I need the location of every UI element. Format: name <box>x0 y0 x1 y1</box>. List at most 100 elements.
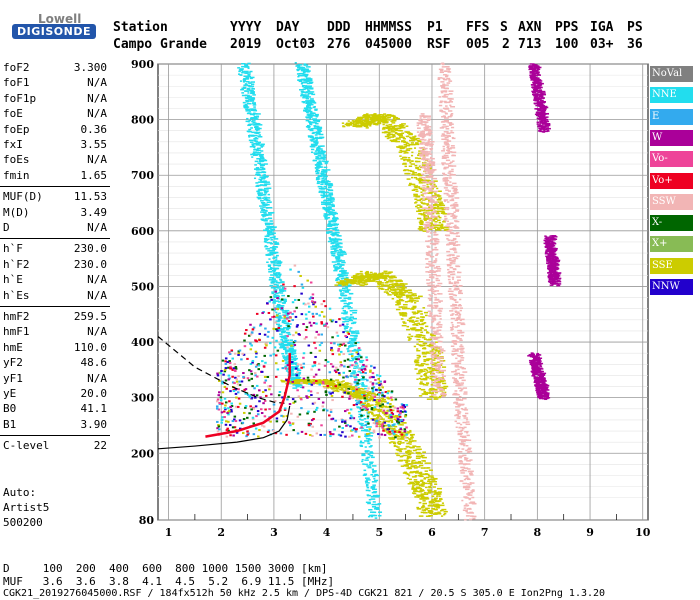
echo-point <box>386 137 390 140</box>
echo-point <box>352 125 357 128</box>
echo-point <box>340 250 343 252</box>
echo-point <box>383 270 388 273</box>
echo-point <box>438 396 441 399</box>
echo-point <box>452 341 455 344</box>
echo-point <box>425 129 429 132</box>
echo-point <box>281 298 287 301</box>
echo-point <box>361 121 365 124</box>
echo-point <box>342 284 348 286</box>
echo-point <box>411 321 416 323</box>
echo-point <box>362 275 367 278</box>
echo-point <box>394 285 400 287</box>
echo-point <box>357 397 362 400</box>
echo-point <box>315 142 319 144</box>
echo-point <box>324 183 329 186</box>
echo-point <box>403 322 407 324</box>
echo-point <box>404 151 408 153</box>
echo-point <box>246 88 251 90</box>
echo-point <box>431 209 434 211</box>
echo-point <box>429 227 434 229</box>
echo-point <box>442 178 446 180</box>
echo-point <box>292 351 297 353</box>
echo-point <box>454 365 459 368</box>
echo-point <box>469 474 474 476</box>
echo-point <box>457 387 462 389</box>
echo-point <box>451 273 456 275</box>
echo-point <box>323 191 329 193</box>
echo-point <box>274 274 279 277</box>
echo-point <box>365 435 368 438</box>
echo-point <box>422 156 426 159</box>
echo-point <box>427 176 431 179</box>
echo-point <box>453 393 459 395</box>
echo-point <box>338 259 343 262</box>
echo-point <box>337 262 340 265</box>
echo-point <box>433 490 437 492</box>
echo-point <box>344 311 349 313</box>
echo-point <box>458 377 462 379</box>
echo-point <box>321 179 325 181</box>
echo-point <box>400 465 405 467</box>
echo-point <box>431 495 435 497</box>
echo-point <box>257 189 263 192</box>
echo-point <box>460 429 464 432</box>
echo-point <box>449 248 455 251</box>
echo-point <box>459 366 463 368</box>
echo-point <box>448 90 454 92</box>
echo-point <box>455 413 460 416</box>
echo-point <box>416 195 421 197</box>
echo-point <box>448 226 453 229</box>
echo-point <box>416 486 421 488</box>
echo-point <box>433 231 437 234</box>
echo-point <box>447 122 453 124</box>
echo-point <box>442 221 446 223</box>
echo-point <box>342 318 348 320</box>
echo-point <box>425 181 430 184</box>
echo-point <box>402 442 405 444</box>
echo-point <box>303 381 307 384</box>
echo-point <box>322 173 327 175</box>
echo-point <box>304 87 309 90</box>
echo-point <box>381 131 386 134</box>
echo-point <box>411 151 414 154</box>
echo-point <box>331 385 336 388</box>
echo-point <box>338 248 342 251</box>
echo-point <box>354 330 360 332</box>
echo-point <box>408 441 412 443</box>
echo-point <box>289 363 294 365</box>
echo-point <box>242 101 246 104</box>
echo-point <box>424 154 428 156</box>
echo-point <box>423 134 428 136</box>
echo-point <box>288 382 292 385</box>
echo-point <box>260 143 265 146</box>
echo-point <box>270 287 276 289</box>
echo-point <box>381 398 386 401</box>
echo-point <box>255 169 259 171</box>
echo-point <box>284 314 289 317</box>
echo-point <box>456 337 459 340</box>
echo-point <box>435 350 438 352</box>
echo-point <box>266 207 269 209</box>
echo-point <box>332 382 336 385</box>
echo-point <box>248 85 252 87</box>
echo-point <box>422 184 426 187</box>
echo-point <box>396 454 401 457</box>
param-name: h`Es <box>3 288 30 302</box>
echo-point <box>321 190 325 193</box>
echo-point <box>402 162 407 165</box>
echo-point <box>447 172 451 174</box>
echo-point <box>382 420 386 423</box>
echo-point <box>268 226 272 228</box>
echo-point <box>378 121 381 123</box>
echo-point <box>297 381 301 384</box>
echo-point <box>334 384 338 386</box>
echo-point <box>412 446 415 449</box>
x-tick-label: 3 <box>270 526 278 539</box>
echo-point <box>385 275 391 278</box>
echo-point <box>345 286 349 288</box>
echo-point <box>415 143 418 145</box>
echo-point <box>364 459 369 461</box>
echo-point <box>454 304 458 307</box>
echo-point <box>446 77 451 80</box>
echo-point <box>408 289 411 291</box>
